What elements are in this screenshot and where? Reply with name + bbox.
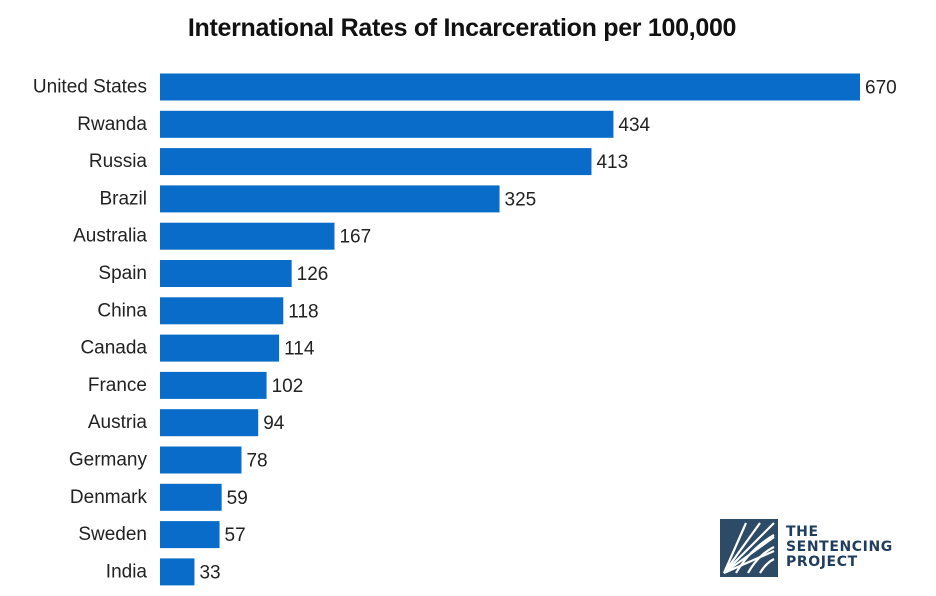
bar-canada <box>160 334 280 362</box>
category-label: Spain <box>98 263 147 284</box>
value-label: 78 <box>246 451 267 472</box>
bar-united-states <box>160 73 860 101</box>
logo-wordmark: THE SENTENCING PROJECT <box>786 525 893 570</box>
value-label: 167 <box>339 227 371 248</box>
sentencing-project-logo: THE SENTENCING PROJECT <box>720 519 920 581</box>
bar-france <box>160 371 267 399</box>
value-label: 57 <box>225 525 246 546</box>
chart-title: International Rates of Incarceration per… <box>187 14 737 42</box>
bar-rwanda <box>160 110 614 138</box>
category-label: Germany <box>69 450 148 471</box>
bar-sweden <box>160 521 220 549</box>
value-label: 114 <box>284 339 315 360</box>
logo-line-2: SENTENCING <box>786 539 893 555</box>
value-label: 102 <box>272 376 304 397</box>
value-label: 94 <box>263 413 285 434</box>
value-label: 670 <box>865 78 897 99</box>
value-label: 33 <box>199 562 220 583</box>
category-label: China <box>97 300 147 321</box>
category-label: India <box>106 561 148 582</box>
sentencing-project-logo-icon <box>720 519 778 577</box>
bar-china <box>160 297 284 325</box>
category-label: Brazil <box>99 188 147 209</box>
bar-australia <box>160 222 335 250</box>
bar-brazil <box>160 185 500 213</box>
value-label: 118 <box>288 301 318 322</box>
logo-line-3: PROJECT <box>786 554 858 570</box>
value-label: 434 <box>618 115 650 136</box>
bar-austria <box>160 409 259 437</box>
bar-spain <box>160 260 292 287</box>
category-label: Rwanda <box>77 114 147 135</box>
bar-germany <box>160 446 242 474</box>
bar-india <box>160 558 195 586</box>
category-label: Canada <box>80 338 147 359</box>
value-label: 325 <box>505 189 537 210</box>
category-label: France <box>88 375 147 396</box>
value-label: 413 <box>596 152 628 173</box>
category-label: Austria <box>88 412 148 433</box>
logo-line-1: THE <box>786 524 819 540</box>
bar-denmark <box>160 483 222 511</box>
category-label: Denmark <box>70 487 148 508</box>
category-label: Sweden <box>78 524 147 545</box>
value-label: 126 <box>297 264 329 285</box>
category-label: United States <box>33 77 147 98</box>
value-label: 59 <box>227 488 248 509</box>
category-label: Russia <box>89 151 148 172</box>
category-label: Australia <box>73 226 147 247</box>
bar-russia <box>160 148 592 176</box>
